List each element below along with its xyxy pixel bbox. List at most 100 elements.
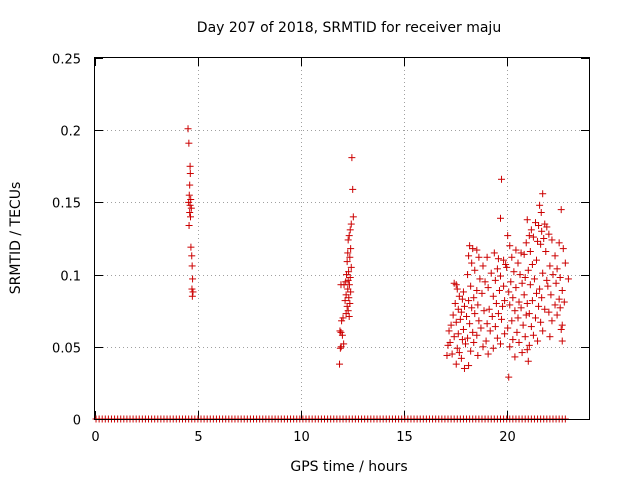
- data-point: [528, 297, 536, 305]
- data-point: [520, 291, 528, 299]
- data-point: [523, 299, 531, 307]
- data-point: [337, 281, 345, 289]
- data-point: [535, 222, 543, 230]
- data-point: [484, 350, 492, 358]
- data-point: [470, 294, 478, 302]
- data-point: [465, 252, 473, 260]
- data-point: [559, 245, 567, 253]
- data-point: [456, 315, 464, 323]
- y-tick-label: 0: [73, 414, 81, 429]
- data-point: [457, 308, 465, 316]
- data-point: [506, 242, 514, 250]
- data-point: [490, 249, 498, 257]
- data-point: [480, 307, 488, 315]
- data-point: [345, 312, 353, 320]
- data-point: [467, 282, 475, 290]
- data-point: [494, 310, 502, 318]
- data-point: [187, 243, 195, 251]
- x-tick-label: 15: [396, 430, 413, 445]
- data-point: [464, 271, 472, 279]
- data-point: [528, 260, 536, 268]
- data-point: [535, 302, 543, 310]
- data-point: [503, 263, 511, 271]
- data-point: [539, 327, 547, 335]
- data-point: [531, 219, 539, 227]
- data-point: [460, 364, 468, 372]
- data-point: [347, 263, 355, 271]
- data-point: [474, 351, 482, 359]
- data-point: [188, 262, 196, 270]
- data-point: [475, 317, 483, 325]
- data-point: [505, 373, 513, 381]
- data-point: [560, 298, 568, 306]
- data-point: [186, 162, 194, 170]
- data-point: [185, 191, 193, 199]
- data-point: [186, 209, 194, 217]
- data-point: [449, 311, 457, 319]
- data-point: [459, 325, 467, 333]
- data-point: [185, 198, 193, 206]
- chart-title: Day 207 of 2018, SRMTID for receiver maj…: [197, 20, 501, 36]
- data-point: [512, 246, 520, 254]
- data-point: [553, 265, 561, 273]
- x-tick-label: 5: [194, 430, 202, 445]
- data-point: [508, 253, 516, 261]
- data-point: [545, 308, 553, 316]
- data-point: [344, 285, 352, 293]
- data-point: [469, 328, 477, 336]
- data-point: [344, 236, 352, 244]
- data-point: [529, 233, 537, 241]
- data-point: [529, 331, 537, 339]
- data-point: [533, 289, 541, 297]
- data-point: [447, 321, 455, 329]
- data-point: [483, 320, 491, 328]
- data-point: [522, 311, 530, 319]
- data-point: [524, 357, 532, 365]
- data-point: [537, 240, 545, 248]
- data-point: [338, 331, 346, 339]
- data-point: [468, 304, 476, 312]
- data-point: [541, 305, 549, 313]
- data-point: [343, 271, 351, 279]
- data-point: [525, 310, 533, 318]
- data-point: [504, 232, 512, 240]
- data-point: [492, 299, 500, 307]
- data-point: [187, 204, 195, 212]
- data-point: [463, 312, 471, 320]
- data-point: [336, 327, 344, 335]
- data-point: [479, 343, 487, 351]
- data-point: [510, 268, 518, 276]
- data-point: [511, 307, 519, 315]
- data-point: [496, 214, 504, 222]
- data-point: [450, 333, 458, 341]
- data-point: [453, 344, 461, 352]
- data-point: [337, 328, 345, 336]
- data-point: [527, 323, 535, 331]
- data-point: [542, 247, 550, 255]
- plot-frame: [94, 57, 590, 420]
- data-point: [349, 185, 357, 193]
- data-point: [339, 314, 347, 322]
- data-point: [455, 292, 463, 300]
- data-point: [493, 265, 501, 273]
- data-point: [501, 330, 509, 338]
- data-point: [337, 343, 345, 351]
- data-point: [504, 324, 512, 332]
- data-point: [465, 297, 473, 305]
- data-point: [473, 246, 481, 254]
- data-point: [188, 285, 196, 293]
- data-point: [470, 338, 478, 346]
- data-point: [484, 284, 492, 292]
- axis-ticks: 0 0.05 0.1 0.15 0.2 0.25 0 5 10 15 20: [52, 53, 589, 445]
- y-tick-label: 0.2: [60, 125, 81, 140]
- data-point: [544, 282, 552, 290]
- data-point: [489, 292, 497, 300]
- data-point: [186, 201, 194, 209]
- data-point: [444, 341, 452, 349]
- data-point: [481, 278, 489, 286]
- data-point: [491, 323, 499, 331]
- data-point: [498, 175, 506, 183]
- data-point: [458, 295, 466, 303]
- data-point: [342, 310, 350, 318]
- data-point: [543, 276, 551, 284]
